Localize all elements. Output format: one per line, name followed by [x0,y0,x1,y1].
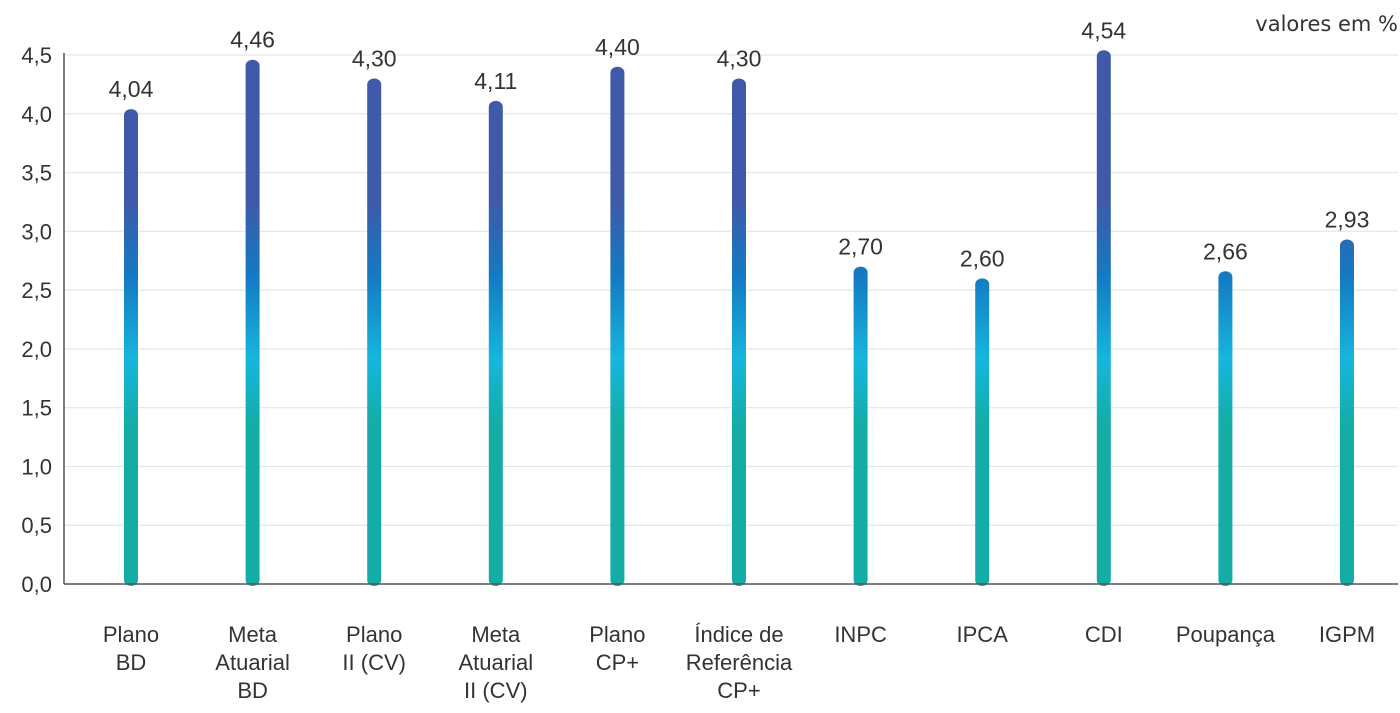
x-tick-label: Plano BD [103,622,159,675]
y-tick-label: 2,0 [21,337,52,362]
bar [1096,50,1111,586]
y-tick-label: 0,5 [21,513,52,538]
x-tick-label: CDI [1085,622,1123,647]
bar [488,100,503,586]
data-label: 4,54 [1081,17,1126,43]
data-label: 4,40 [595,34,640,60]
bar [124,109,138,586]
y-tick-label: 3,0 [21,219,52,244]
x-tick-label: Plano CP+ [589,622,645,675]
bar [1218,271,1233,586]
bar [853,266,868,586]
data-label: 4,04 [109,76,154,102]
x-tick-label: Índice de Referência CP+ [686,622,793,703]
x-tick-label: Meta Atuarial II (CV) [459,622,534,703]
bar [975,278,990,586]
data-label: 4,30 [717,46,762,72]
bar [610,66,625,586]
x-tick-label: Poupança [1176,622,1276,647]
x-tick-label: IPCA [957,622,1009,647]
data-label: 2,60 [960,245,1005,271]
data-label: 2,93 [1325,207,1370,233]
y-tick-label: 4,0 [21,102,52,127]
data-label: 4,46 [230,27,275,53]
data-label: 2,66 [1203,238,1248,264]
units-note: valores em % [1255,12,1398,36]
bar [1340,239,1354,586]
x-tick-label: INPC [834,622,887,647]
data-label: 4,30 [352,46,397,72]
y-tick-label: 1,0 [21,454,52,479]
bar [732,78,746,586]
y-tick-label: 3,5 [21,161,52,186]
y-tick-label: 1,5 [21,396,52,421]
data-label: 4,11 [474,68,517,94]
bar [367,78,382,586]
x-tick-label: Plano II (CV) [342,622,406,675]
data-label: 2,70 [838,234,883,260]
y-tick-label: 0,0 [21,572,52,597]
x-tick-label: IGPM [1319,622,1375,647]
x-tick-label: Meta Atuarial BD [215,622,290,703]
y-tick-label: 4,5 [21,43,52,68]
y-tick-label: 2,5 [21,278,52,303]
bar [245,59,260,587]
